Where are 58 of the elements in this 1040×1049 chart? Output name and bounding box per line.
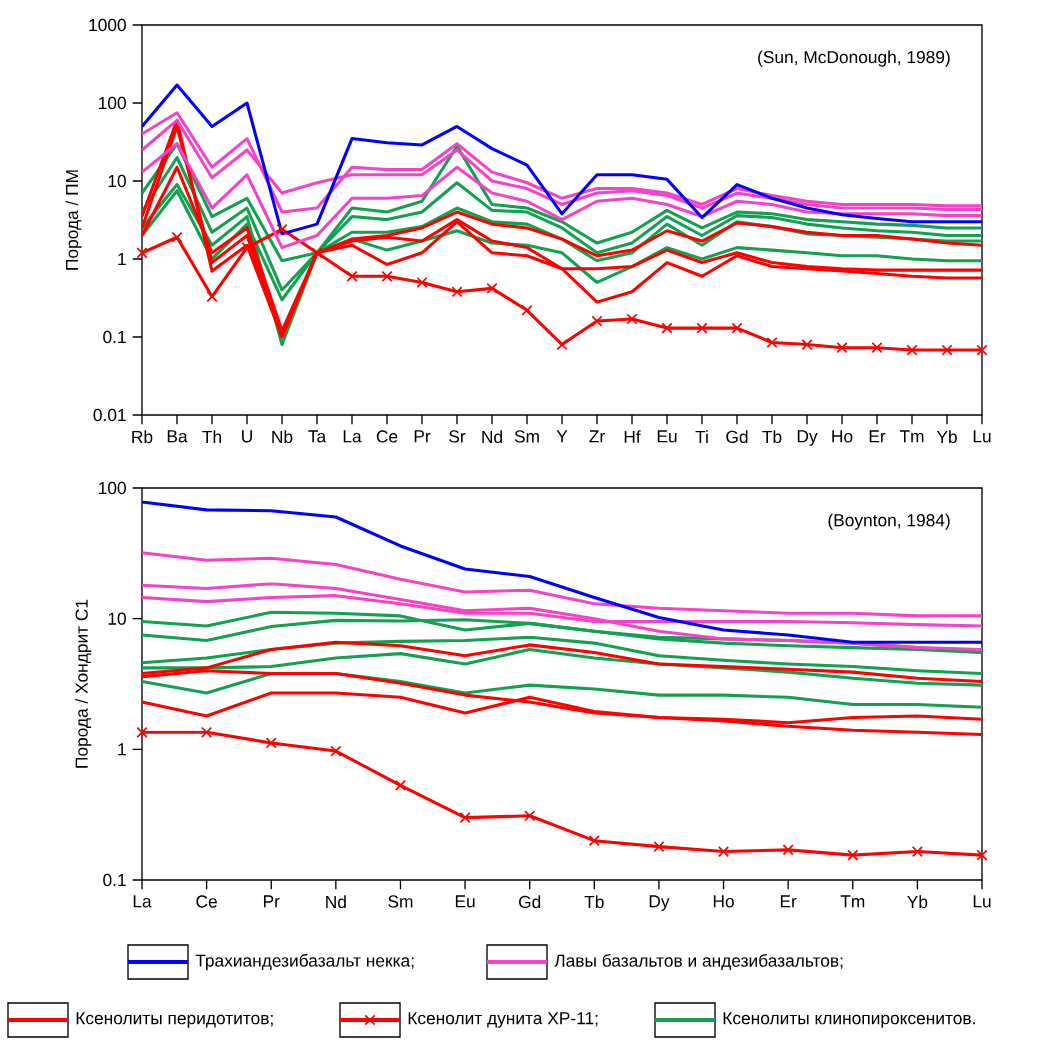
- x-tick-label: Ta: [308, 430, 327, 443]
- x-tick-label: Yb: [936, 430, 957, 444]
- x-tick-label: Y: [556, 430, 568, 443]
- y-tick-label: 1: [118, 743, 126, 756]
- x-tick-label: Ho: [832, 430, 853, 443]
- x-tick-label: Th: [202, 430, 221, 443]
- x-tick-label: Tb: [762, 430, 782, 444]
- x-tick-label: Tm: [899, 430, 924, 443]
- x-tick-label: Gd: [519, 895, 541, 909]
- y-tick-label: 10: [108, 612, 126, 625]
- x-tick-label: Sm: [388, 895, 413, 908]
- x-tick-label: Nd: [482, 430, 502, 444]
- y-tick-label: 10: [108, 174, 126, 188]
- x-tick-label: Tb: [584, 895, 604, 909]
- legend-label: Ксенолиты перидотитов;: [76, 1012, 273, 1028]
- x-tick-label: Yb: [907, 895, 928, 909]
- x-tick-label: La: [343, 430, 362, 443]
- x-tick-label: Sm: [514, 430, 539, 443]
- legend-label: Ксенолит дунита XP-11;: [408, 1012, 598, 1028]
- x-tick-label: Lu: [973, 430, 991, 443]
- x-tick-label: Gd: [726, 430, 748, 444]
- legend-label: Трахиандезибазальт некка;: [195, 953, 414, 971]
- y-tick-label: 100: [99, 96, 126, 110]
- x-tick-label: Tm: [840, 895, 865, 908]
- x-tick-label: Dy: [797, 430, 818, 446]
- x-tick-label: Nd: [326, 895, 346, 909]
- x-tick-label: Eu: [455, 895, 475, 908]
- x-tick-label: Ce: [376, 430, 398, 443]
- y-axis-title: Порода / Хондрит C1: [75, 599, 92, 768]
- x-tick-label: La: [133, 895, 152, 908]
- y-tick-label: 0.01: [93, 408, 126, 422]
- x-tick-label: Er: [869, 430, 886, 443]
- y-tick-label: 0.1: [103, 873, 126, 887]
- annotation: (Boynton, 1984): [828, 513, 950, 530]
- x-tick-label: Pr: [263, 895, 280, 908]
- x-tick-label: Pr: [414, 430, 431, 443]
- x-tick-label: Sr: [449, 430, 466, 443]
- y-tick-label: 1000: [89, 18, 126, 32]
- x-tick-label: Eu: [657, 430, 677, 443]
- x-tick-label: Dy: [649, 895, 670, 911]
- x-tick-label: Ti: [695, 430, 708, 443]
- x-tick-label: Er: [780, 895, 797, 908]
- x-tick-label: Ba: [167, 430, 188, 443]
- y-tick-label: 1: [118, 253, 126, 265]
- y-axis-title: Порода / ПМ: [65, 170, 82, 270]
- y-tick-label: 0.1: [103, 330, 126, 344]
- x-tick-label: Zr: [589, 430, 605, 443]
- x-tick-label: Ce: [196, 895, 217, 908]
- x-tick-label: Ho: [713, 895, 734, 908]
- legend-label: Лавы базальтов и андезибазальтов;: [554, 953, 843, 971]
- y-tick-label: 100: [99, 481, 126, 495]
- x-tick-label: U: [242, 430, 252, 443]
- x-tick-label: Lu: [973, 895, 991, 908]
- annotation: (Sun, McDonough, 1989): [758, 50, 950, 67]
- x-tick-label: Nb: [272, 430, 293, 444]
- x-tick-label: Hf: [624, 430, 641, 443]
- x-tick-label: Rb: [132, 430, 153, 444]
- legend-label: Ксенолиты клинопироксенитов.: [723, 1012, 975, 1028]
